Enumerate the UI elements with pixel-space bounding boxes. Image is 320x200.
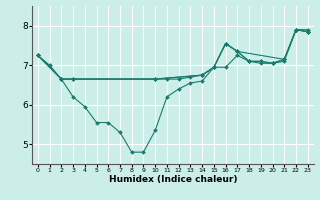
- X-axis label: Humidex (Indice chaleur): Humidex (Indice chaleur): [108, 175, 237, 184]
